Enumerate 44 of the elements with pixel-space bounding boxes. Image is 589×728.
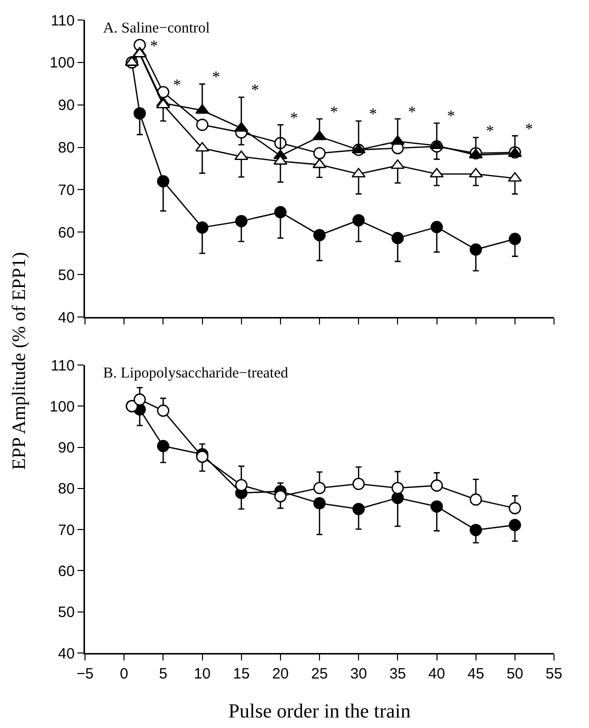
x-tick-label: 20 <box>272 665 289 682</box>
annotation: * <box>525 121 533 138</box>
y-tick-label: 80 <box>58 140 75 157</box>
annotation: * <box>408 104 416 121</box>
y-tick-label: 100 <box>50 54 75 72</box>
x-tick-label: 15 <box>232 665 250 682</box>
x-tick-label: 40 <box>428 665 446 682</box>
annotation: * <box>447 108 455 125</box>
x-tick-label: −5 <box>76 665 94 682</box>
annotation: * <box>369 106 377 123</box>
chart-title: B. Lipopolysaccharide−treated <box>103 366 289 382</box>
annotation: * <box>330 104 338 121</box>
y-tick-label: 50 <box>58 604 75 622</box>
annotation: * <box>251 82 259 99</box>
x-tick-label: 0 <box>120 665 128 682</box>
y-tick-label: 110 <box>50 357 75 374</box>
x-tick-label: 30 <box>350 665 367 682</box>
annotation: * <box>212 69 220 86</box>
y-tick-label: 40 <box>58 309 75 326</box>
annotation: * <box>150 38 158 55</box>
annotation: * <box>173 77 181 94</box>
x-tick-label: 45 <box>467 665 484 682</box>
y-tick-label: 90 <box>58 440 75 457</box>
annotation: * <box>290 110 298 127</box>
x-axis-title: Pulse order in the train <box>228 700 411 723</box>
annotation: * <box>486 123 494 140</box>
x-tick-label: 55 <box>546 665 562 682</box>
x-tick-label: 10 <box>194 665 211 682</box>
y-tick-label: 60 <box>58 562 75 580</box>
y-tick-label: 70 <box>58 182 75 199</box>
y-axis-title: EPP Amplitude (% of EPP1) <box>9 251 31 472</box>
y-tick-label: 90 <box>58 97 75 114</box>
y-tick-label: 100 <box>50 398 75 416</box>
chart-title: A. Saline−control <box>103 20 210 36</box>
y-tick-label: 60 <box>58 224 75 242</box>
y-tick-label: 70 <box>58 522 75 539</box>
x-tick-label: 50 <box>506 665 524 682</box>
x-tick-label: 25 <box>311 665 328 682</box>
y-tick-label: 50 <box>58 266 75 284</box>
x-tick-label: 35 <box>389 665 406 682</box>
y-tick-label: 80 <box>58 480 75 498</box>
y-tick-label: 40 <box>58 645 75 662</box>
y-tick-label: 110 <box>50 12 75 30</box>
x-tick-label: 5 <box>159 665 168 682</box>
